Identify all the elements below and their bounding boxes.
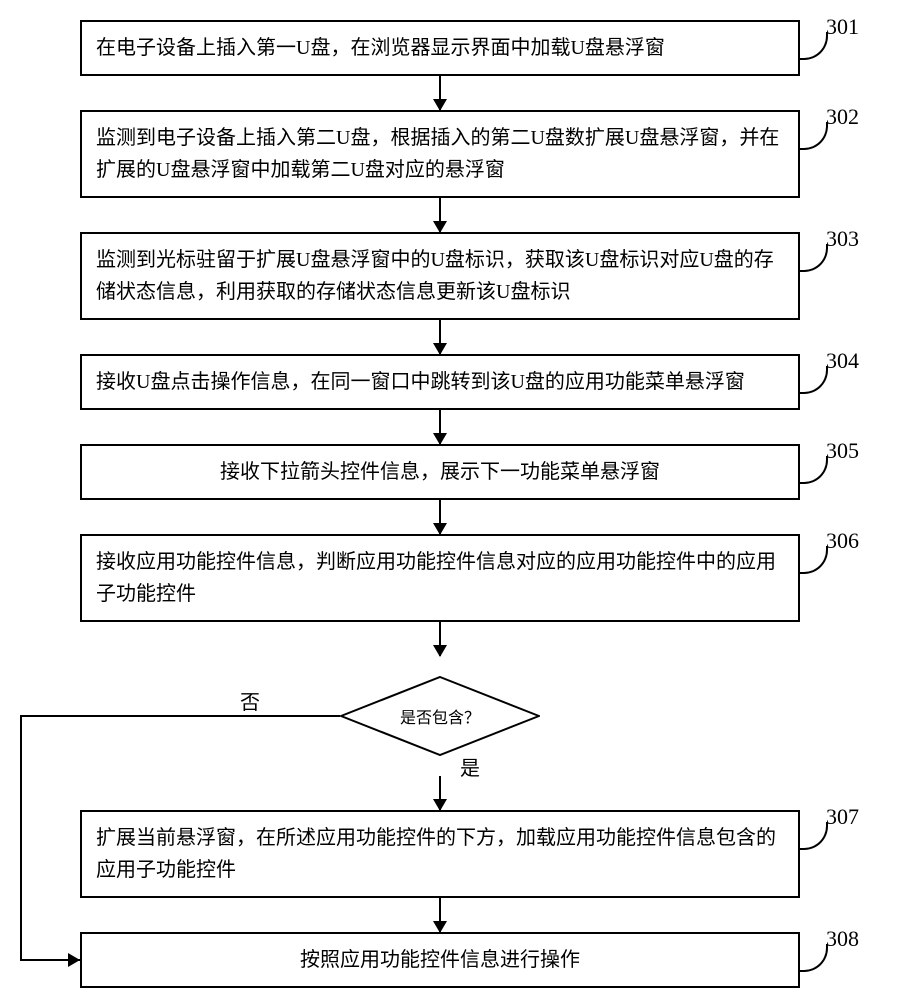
step-304-box: 接收U盘点击操作信息，在同一窗口中跳转到该U盘的应用功能菜单悬浮窗	[80, 354, 800, 410]
arrow-down	[439, 410, 441, 444]
step-308-label: 308	[826, 926, 859, 952]
step-302-label: 302	[826, 104, 859, 130]
step-304-row: 接收U盘点击操作信息，在同一窗口中跳转到该U盘的应用功能菜单悬浮窗304	[20, 354, 882, 410]
label-curve	[800, 546, 828, 574]
label-curve	[800, 244, 828, 272]
step-308-row: 按照应用功能控件信息进行操作 308	[20, 932, 882, 988]
arrow-down	[439, 76, 441, 110]
label-curve	[800, 822, 828, 850]
decision-row: 是否包含？ 否 是	[80, 656, 800, 776]
yes-label: 是	[460, 752, 480, 781]
step-305-box: 接收下拉箭头控件信息，展示下一功能菜单悬浮窗	[80, 444, 800, 500]
step-307-label: 307	[826, 804, 859, 830]
step-301-text: 在电子设备上插入第一U盘，在浏览器显示界面中加载U盘悬浮窗	[96, 37, 665, 59]
label-curve	[800, 366, 828, 394]
arrow-down	[439, 500, 441, 534]
step-308-box: 按照应用功能控件信息进行操作	[80, 932, 800, 988]
step-302-box: 监测到电子设备上插入第二U盘，根据插入的第二U盘数扩展U盘悬浮窗，并在扩展的U盘…	[80, 110, 800, 198]
step-306-box: 接收应用功能控件信息，判断应用功能控件信息对应的应用功能控件中的应用子功能控件	[80, 534, 800, 622]
step-303-box: 监测到光标驻留于扩展U盘悬浮窗中的U盘标识，获取该U盘标识对应U盘的存储状态信息…	[80, 232, 800, 320]
step-307-row: 扩展当前悬浮窗，在所述应用功能控件的下方，加载应用功能控件信息包含的应用子功能控…	[20, 810, 882, 898]
decision-text: 是否包含？	[340, 676, 540, 756]
step-304-text: 接收U盘点击操作信息，在同一窗口中跳转到该U盘的应用功能菜单悬浮窗	[96, 371, 745, 393]
step-306-row: 接收应用功能控件信息，判断应用功能控件信息对应的应用功能控件中的应用子功能控件3…	[20, 534, 882, 622]
arrow-down	[439, 198, 441, 232]
step-303-text: 监测到光标驻留于扩展U盘悬浮窗中的U盘标识，获取该U盘标识对应U盘的存储状态信息…	[96, 249, 774, 303]
step-303-label: 303	[826, 226, 859, 252]
no-branch-h	[20, 715, 340, 717]
step-302-row: 监测到电子设备上插入第二U盘，根据插入的第二U盘数扩展U盘悬浮窗，并在扩展的U盘…	[20, 110, 882, 198]
step-303-row: 监测到光标驻留于扩展U盘悬浮窗中的U盘标识，获取该U盘标识对应U盘的存储状态信息…	[20, 232, 882, 320]
step-301-row: 在电子设备上插入第一U盘，在浏览器显示界面中加载U盘悬浮窗301	[20, 20, 882, 76]
step-304-label: 304	[826, 348, 859, 374]
no-branch-arrowhead	[68, 953, 80, 967]
label-curve	[800, 122, 828, 150]
step-305-row: 接收下拉箭头控件信息，展示下一功能菜单悬浮窗305	[20, 444, 882, 500]
label-curve	[800, 944, 828, 972]
no-label: 否	[240, 686, 260, 715]
step-302-text: 监测到电子设备上插入第二U盘，根据插入的第二U盘数扩展U盘悬浮窗，并在扩展的U盘…	[96, 127, 779, 181]
step-301-label: 301	[826, 14, 859, 40]
decision-diamond: 是否包含？	[340, 676, 540, 756]
arrow-down	[439, 622, 441, 656]
step-305-label: 305	[826, 438, 859, 464]
step-308-text: 按照应用功能控件信息进行操作	[300, 949, 580, 971]
step-305-text: 接收下拉箭头控件信息，展示下一功能菜单悬浮窗	[220, 461, 660, 483]
arrow-down	[439, 320, 441, 354]
step-306-text: 接收应用功能控件信息，判断应用功能控件信息对应的应用功能控件中的应用子功能控件	[96, 551, 776, 605]
flowchart: 在电子设备上插入第一U盘，在浏览器显示界面中加载U盘悬浮窗301 监测到电子设备上…	[20, 20, 882, 988]
label-curve	[800, 456, 828, 484]
step-307-text: 扩展当前悬浮窗，在所述应用功能控件的下方，加载应用功能控件信息包含的应用子功能控…	[96, 827, 776, 881]
step-307-box: 扩展当前悬浮窗，在所述应用功能控件的下方，加载应用功能控件信息包含的应用子功能控…	[80, 810, 800, 898]
step-301-box: 在电子设备上插入第一U盘，在浏览器显示界面中加载U盘悬浮窗	[80, 20, 800, 76]
step-306-label: 306	[826, 528, 859, 554]
arrow-down	[439, 898, 441, 932]
arrow-down-yes	[439, 776, 441, 810]
label-curve	[800, 32, 828, 60]
